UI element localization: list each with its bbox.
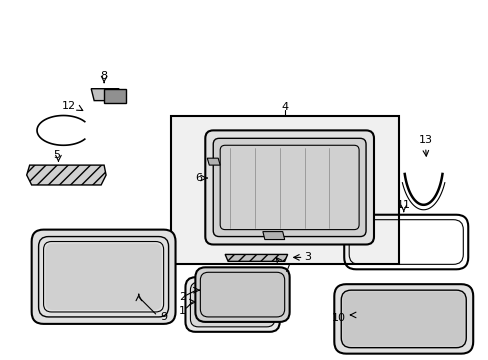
Text: 4: 4 [281,102,287,112]
FancyBboxPatch shape [45,243,162,310]
FancyBboxPatch shape [341,290,466,348]
FancyBboxPatch shape [195,267,289,322]
Polygon shape [27,165,106,185]
FancyBboxPatch shape [185,277,279,332]
Polygon shape [224,255,287,261]
Text: 1: 1 [179,306,185,316]
Text: 5: 5 [53,150,60,160]
Polygon shape [263,231,284,239]
Text: 9: 9 [160,312,167,322]
FancyBboxPatch shape [205,130,373,244]
Text: 8: 8 [101,71,107,81]
Text: 2: 2 [179,292,185,302]
FancyBboxPatch shape [343,292,463,346]
Text: 6: 6 [194,173,202,183]
Text: 13: 13 [418,135,432,145]
FancyBboxPatch shape [32,230,175,324]
FancyBboxPatch shape [200,272,284,317]
Polygon shape [91,89,119,100]
Text: 11: 11 [396,200,410,210]
Bar [104,89,126,103]
Text: 10: 10 [331,313,346,323]
Text: 3: 3 [304,252,310,262]
Text: 7: 7 [283,264,290,274]
Polygon shape [207,158,220,165]
FancyBboxPatch shape [334,284,472,354]
Text: 12: 12 [62,100,76,111]
Bar [170,116,398,264]
FancyBboxPatch shape [213,138,366,237]
FancyBboxPatch shape [190,282,274,327]
